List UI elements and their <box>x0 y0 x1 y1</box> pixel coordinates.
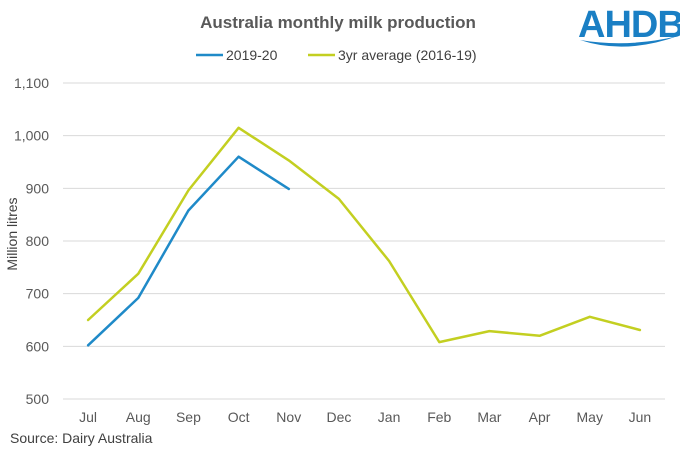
legend-label-0: 2019-20 <box>226 47 278 63</box>
y-axis-label: Million litres <box>4 197 20 270</box>
y-tick-label: 900 <box>26 180 50 196</box>
x-tick-label: Nov <box>276 409 301 425</box>
y-tick-label: 1,100 <box>14 75 49 91</box>
x-tick-label: Feb <box>427 409 451 425</box>
y-tick-label: 800 <box>26 233 50 249</box>
y-axis-ticks: 500 600 700 800 900 1,000 1,100 <box>14 75 49 407</box>
x-tick-label: May <box>577 409 603 425</box>
x-tick-label: Apr <box>529 409 551 425</box>
legend: 2019-20 3yr average (2016-19) <box>196 47 477 63</box>
y-tick-label: 1,000 <box>14 128 49 144</box>
source-note: Source: Dairy Australia <box>10 430 153 446</box>
y-tick-label: 600 <box>26 338 50 354</box>
x-tick-label: Oct <box>228 409 250 425</box>
grid <box>63 82 665 400</box>
x-tick-label: Mar <box>477 409 501 425</box>
x-tick-label: Jan <box>378 409 401 425</box>
logo-swoosh <box>580 36 678 47</box>
y-tick-label: 500 <box>26 391 50 407</box>
chart-title: Australia monthly milk production <box>200 13 476 32</box>
x-tick-label: Jun <box>629 409 652 425</box>
ahdb-logo: AHDB <box>578 4 680 47</box>
x-tick-label: Dec <box>326 409 351 425</box>
x-tick-label: Sep <box>176 409 201 425</box>
series-line-0 <box>86 155 291 347</box>
logo-text: AHDB <box>578 4 680 46</box>
series-lines <box>86 126 642 347</box>
x-axis-ticks: Jul Aug Sep Oct Nov Dec Jan Feb Mar Apr May Jun <box>79 409 651 425</box>
x-tick-label: Jul <box>79 409 97 425</box>
legend-label-1: 3yr average (2016-19) <box>338 47 477 63</box>
x-tick-label: Aug <box>126 409 151 425</box>
series-line-1 <box>86 126 642 344</box>
y-tick-label: 700 <box>26 286 50 302</box>
